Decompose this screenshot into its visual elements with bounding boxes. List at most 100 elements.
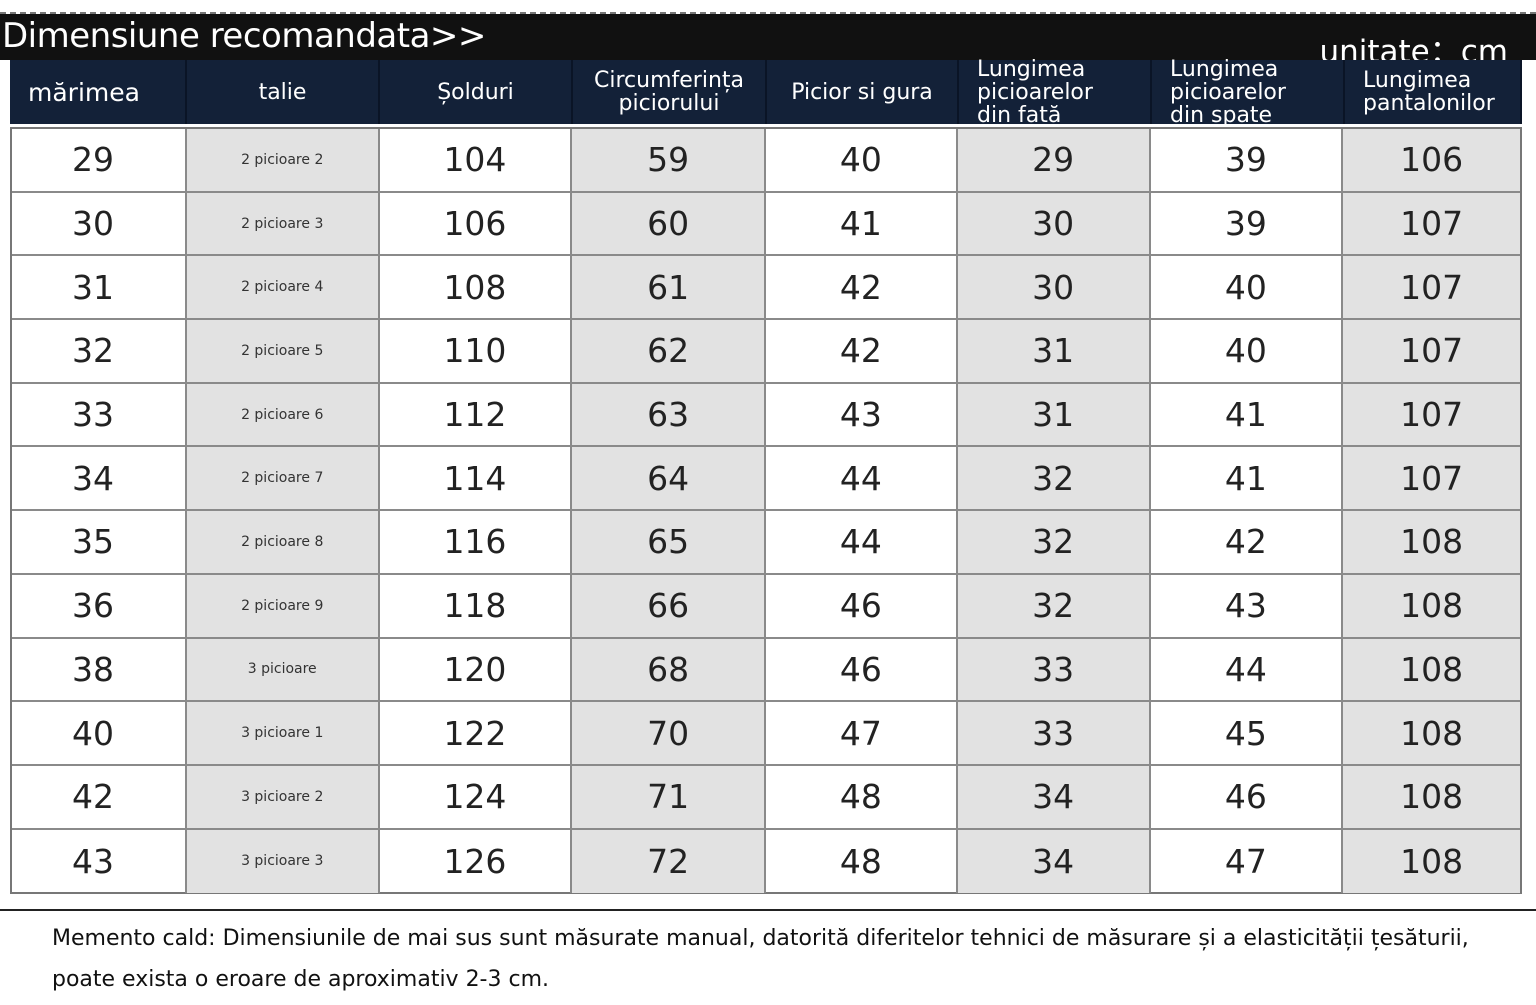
cell-leg-opening: 41 xyxy=(766,192,958,255)
column-header-pants-length: Lungimea pantalonilor xyxy=(1345,60,1522,124)
cell-front-rise: 33 xyxy=(957,638,1151,701)
cell-back-rise: 43 xyxy=(1151,574,1344,637)
cell-front-rise: 32 xyxy=(957,447,1151,510)
cell-waist: 3 picioare 3 xyxy=(186,829,380,894)
cell-front-rise: 33 xyxy=(957,702,1151,764)
cell-leg-circumference: 68 xyxy=(572,638,767,701)
cell-hips: 124 xyxy=(380,765,573,828)
note-divider xyxy=(0,909,1536,911)
cell-pants-length: 108 xyxy=(1343,574,1520,637)
cell-leg-opening: 48 xyxy=(766,765,958,828)
title-bar: Dimensiune recomandata>> unitate：cm xyxy=(0,14,1536,70)
column-header-waist: talie xyxy=(187,60,380,124)
cell-leg-opening: 40 xyxy=(766,129,958,191)
cell-size: 32 xyxy=(12,320,187,382)
cell-back-rise: 40 xyxy=(1151,320,1344,382)
cell-pants-length: 106 xyxy=(1343,129,1520,191)
cell-size: 29 xyxy=(12,129,187,191)
cell-back-rise: 47 xyxy=(1151,829,1344,894)
cell-back-rise: 46 xyxy=(1151,765,1344,828)
note-line-2: poate exista o eroare de aproximativ 2-3… xyxy=(52,967,550,992)
cell-back-rise: 45 xyxy=(1151,702,1344,764)
column-header-front-rise: Lungimea picioarelor din față xyxy=(959,58,1152,127)
table-row: 40 3 picioare 1 122 70 47 33 45 108 xyxy=(12,702,1520,766)
cell-size: 35 xyxy=(12,511,187,573)
cell-front-rise: 30 xyxy=(957,192,1151,255)
cell-leg-opening: 42 xyxy=(766,320,958,382)
table-row: 31 2 picioare 4 108 61 42 30 40 107 xyxy=(12,256,1520,321)
cell-back-rise: 42 xyxy=(1151,511,1344,573)
cell-back-rise: 41 xyxy=(1151,383,1344,446)
column-header-hips: Șolduri xyxy=(380,60,573,124)
table-row: 30 2 picioare 3 106 60 41 30 39 107 xyxy=(12,192,1520,257)
table-row: 38 3 picioare 120 68 46 33 44 108 xyxy=(12,638,1520,703)
cell-leg-circumference: 65 xyxy=(572,511,767,573)
cell-waist: 2 picioare 8 xyxy=(186,511,380,573)
cell-waist: 3 picioare 1 xyxy=(186,702,380,764)
cell-hips: 106 xyxy=(380,192,573,255)
cell-leg-opening: 44 xyxy=(766,447,958,510)
cell-hips: 122 xyxy=(380,702,573,764)
cell-hips: 112 xyxy=(380,383,573,446)
cell-waist: 2 picioare 3 xyxy=(186,192,380,255)
cell-front-rise: 32 xyxy=(957,574,1151,637)
cell-leg-opening: 43 xyxy=(766,383,958,446)
cell-hips: 108 xyxy=(380,256,573,319)
cell-leg-opening: 42 xyxy=(766,256,958,319)
cell-leg-circumference: 70 xyxy=(572,702,767,764)
cell-size: 42 xyxy=(12,765,187,828)
cell-leg-opening: 47 xyxy=(766,702,958,764)
cell-leg-circumference: 66 xyxy=(572,574,767,637)
cell-waist: 2 picioare 9 xyxy=(186,574,380,637)
note-line-1: Memento cald: Dimensiunile de mai sus su… xyxy=(52,926,1469,951)
cell-leg-circumference: 62 xyxy=(572,320,767,382)
cell-back-rise: 39 xyxy=(1151,129,1344,191)
cell-waist: 2 picioare 4 xyxy=(186,256,380,319)
table-row: 32 2 picioare 5 110 62 42 31 40 107 xyxy=(12,320,1520,384)
table-row: 43 3 picioare 3 126 72 48 34 47 108 xyxy=(12,829,1520,894)
cell-pants-length: 107 xyxy=(1343,192,1520,255)
cell-front-rise: 32 xyxy=(957,511,1151,573)
column-header-leg-opening: Picior si gura xyxy=(767,60,959,124)
table-row: 29 2 picioare 2 104 59 40 29 39 106 xyxy=(12,129,1520,193)
cell-leg-circumference: 71 xyxy=(572,765,767,828)
cell-leg-circumference: 63 xyxy=(572,383,767,446)
cell-back-rise: 44 xyxy=(1151,638,1344,701)
cell-hips: 126 xyxy=(380,829,573,894)
table-row: 34 2 picioare 7 114 64 44 32 41 107 xyxy=(12,447,1520,512)
cell-pants-length: 107 xyxy=(1343,447,1520,510)
measurement-note: Memento cald: Dimensiunile de mai sus su… xyxy=(52,918,1512,1000)
cell-leg-opening: 46 xyxy=(766,638,958,701)
cell-hips: 116 xyxy=(380,511,573,573)
cell-leg-circumference: 72 xyxy=(572,829,767,894)
column-header-size: mărimea xyxy=(10,60,187,124)
cell-pants-length: 107 xyxy=(1343,320,1520,382)
cell-back-rise: 41 xyxy=(1151,447,1344,510)
cell-size: 30 xyxy=(12,192,187,255)
cell-size: 31 xyxy=(12,256,187,319)
cell-size: 33 xyxy=(12,383,187,446)
cell-leg-circumference: 59 xyxy=(572,129,767,191)
cell-pants-length: 108 xyxy=(1343,829,1520,894)
cell-size: 36 xyxy=(12,574,187,637)
cell-front-rise: 34 xyxy=(957,765,1151,828)
table-row: 36 2 picioare 9 118 66 46 32 43 108 xyxy=(12,574,1520,639)
cell-size: 34 xyxy=(12,447,187,510)
cell-hips: 120 xyxy=(380,638,573,701)
top-dashed-border xyxy=(0,0,1536,14)
cell-front-rise: 30 xyxy=(957,256,1151,319)
cell-size: 40 xyxy=(12,702,187,764)
cell-pants-length: 108 xyxy=(1343,702,1520,764)
cell-back-rise: 40 xyxy=(1151,256,1344,319)
cell-waist: 2 picioare 5 xyxy=(186,320,380,382)
column-header-leg-circumference: Circumferința piciorului xyxy=(573,60,767,124)
cell-leg-circumference: 64 xyxy=(572,447,767,510)
cell-pants-length: 108 xyxy=(1343,638,1520,701)
column-header-back-rise: Lungimea picioarelor din spate xyxy=(1152,58,1345,127)
page-title: Dimensiune recomandata>> xyxy=(2,16,486,56)
cell-hips: 110 xyxy=(380,320,573,382)
cell-waist: 3 picioare xyxy=(186,638,380,701)
cell-waist: 2 picioare 6 xyxy=(186,383,380,446)
size-table: 29 2 picioare 2 104 59 40 29 39 106 30 2 picioare… xyxy=(10,127,1522,894)
cell-front-rise: 31 xyxy=(957,383,1151,446)
